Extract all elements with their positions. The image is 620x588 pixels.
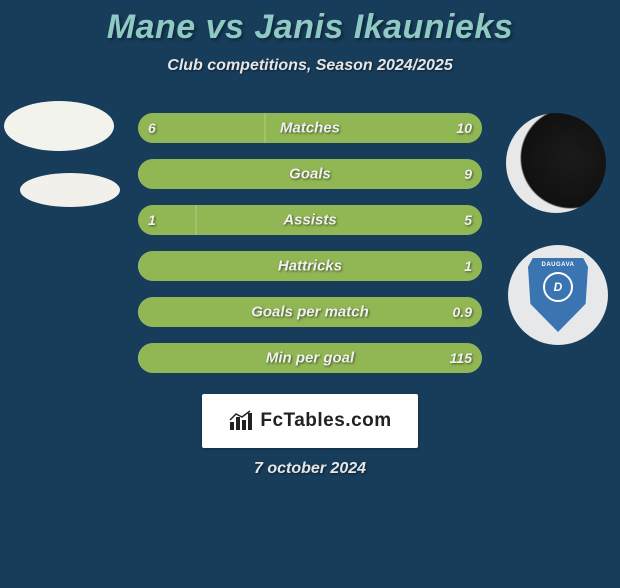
bar-fill-right: [196, 205, 482, 235]
player1-avatar: [4, 101, 114, 151]
stat-label: Hattricks: [278, 258, 342, 275]
stat-bar: 9 Goals: [138, 159, 482, 189]
chart-icon: [228, 410, 254, 432]
stat-value-left: 1: [148, 212, 156, 228]
stat-value-right: 9: [464, 166, 472, 182]
stat-label: Min per goal: [266, 350, 354, 367]
player2-club-badge: DAUGAVA D: [508, 245, 608, 345]
source-logo: FcTables.com: [202, 394, 418, 448]
logo-text: FcTables.com: [260, 410, 391, 432]
stat-bar: 6 10 Matches: [138, 113, 482, 143]
date-label: 7 october 2024: [254, 460, 366, 478]
stat-bar: 0.9 Goals per match: [138, 297, 482, 327]
badge-text: DAUGAVA: [542, 262, 575, 268]
subtitle: Club competitions, Season 2024/2025: [0, 57, 620, 75]
stat-bar: 1 5 Assists: [138, 205, 482, 235]
stat-bar: 115 Min per goal: [138, 343, 482, 373]
page-title: Mane vs Janis Ikaunieks: [0, 8, 620, 47]
stat-label: Matches: [280, 120, 340, 137]
stat-bar: 1 Hattricks: [138, 251, 482, 281]
stat-label: Goals: [289, 166, 331, 183]
shield-icon: DAUGAVA D: [528, 258, 588, 332]
player2-avatar: [506, 113, 606, 213]
player1-club-badge: [20, 173, 120, 207]
stat-label: Goals per match: [251, 304, 369, 321]
badge-letter: D: [543, 272, 573, 302]
stat-bars: 6 10 Matches 9 Goals 1 5 Assists 1 Hattricks 0.9 Go…: [138, 113, 482, 389]
stat-value-right: 0.9: [453, 304, 472, 320]
stat-value-left: 6: [148, 120, 156, 136]
stat-value-right: 10: [456, 120, 472, 136]
stat-value-right: 5: [464, 212, 472, 228]
stat-value-right: 115: [450, 350, 472, 366]
bar-fill-left: [138, 205, 196, 235]
stat-value-right: 1: [464, 258, 472, 274]
stat-label: Assists: [283, 212, 336, 229]
bar-fill-left: [138, 113, 265, 143]
